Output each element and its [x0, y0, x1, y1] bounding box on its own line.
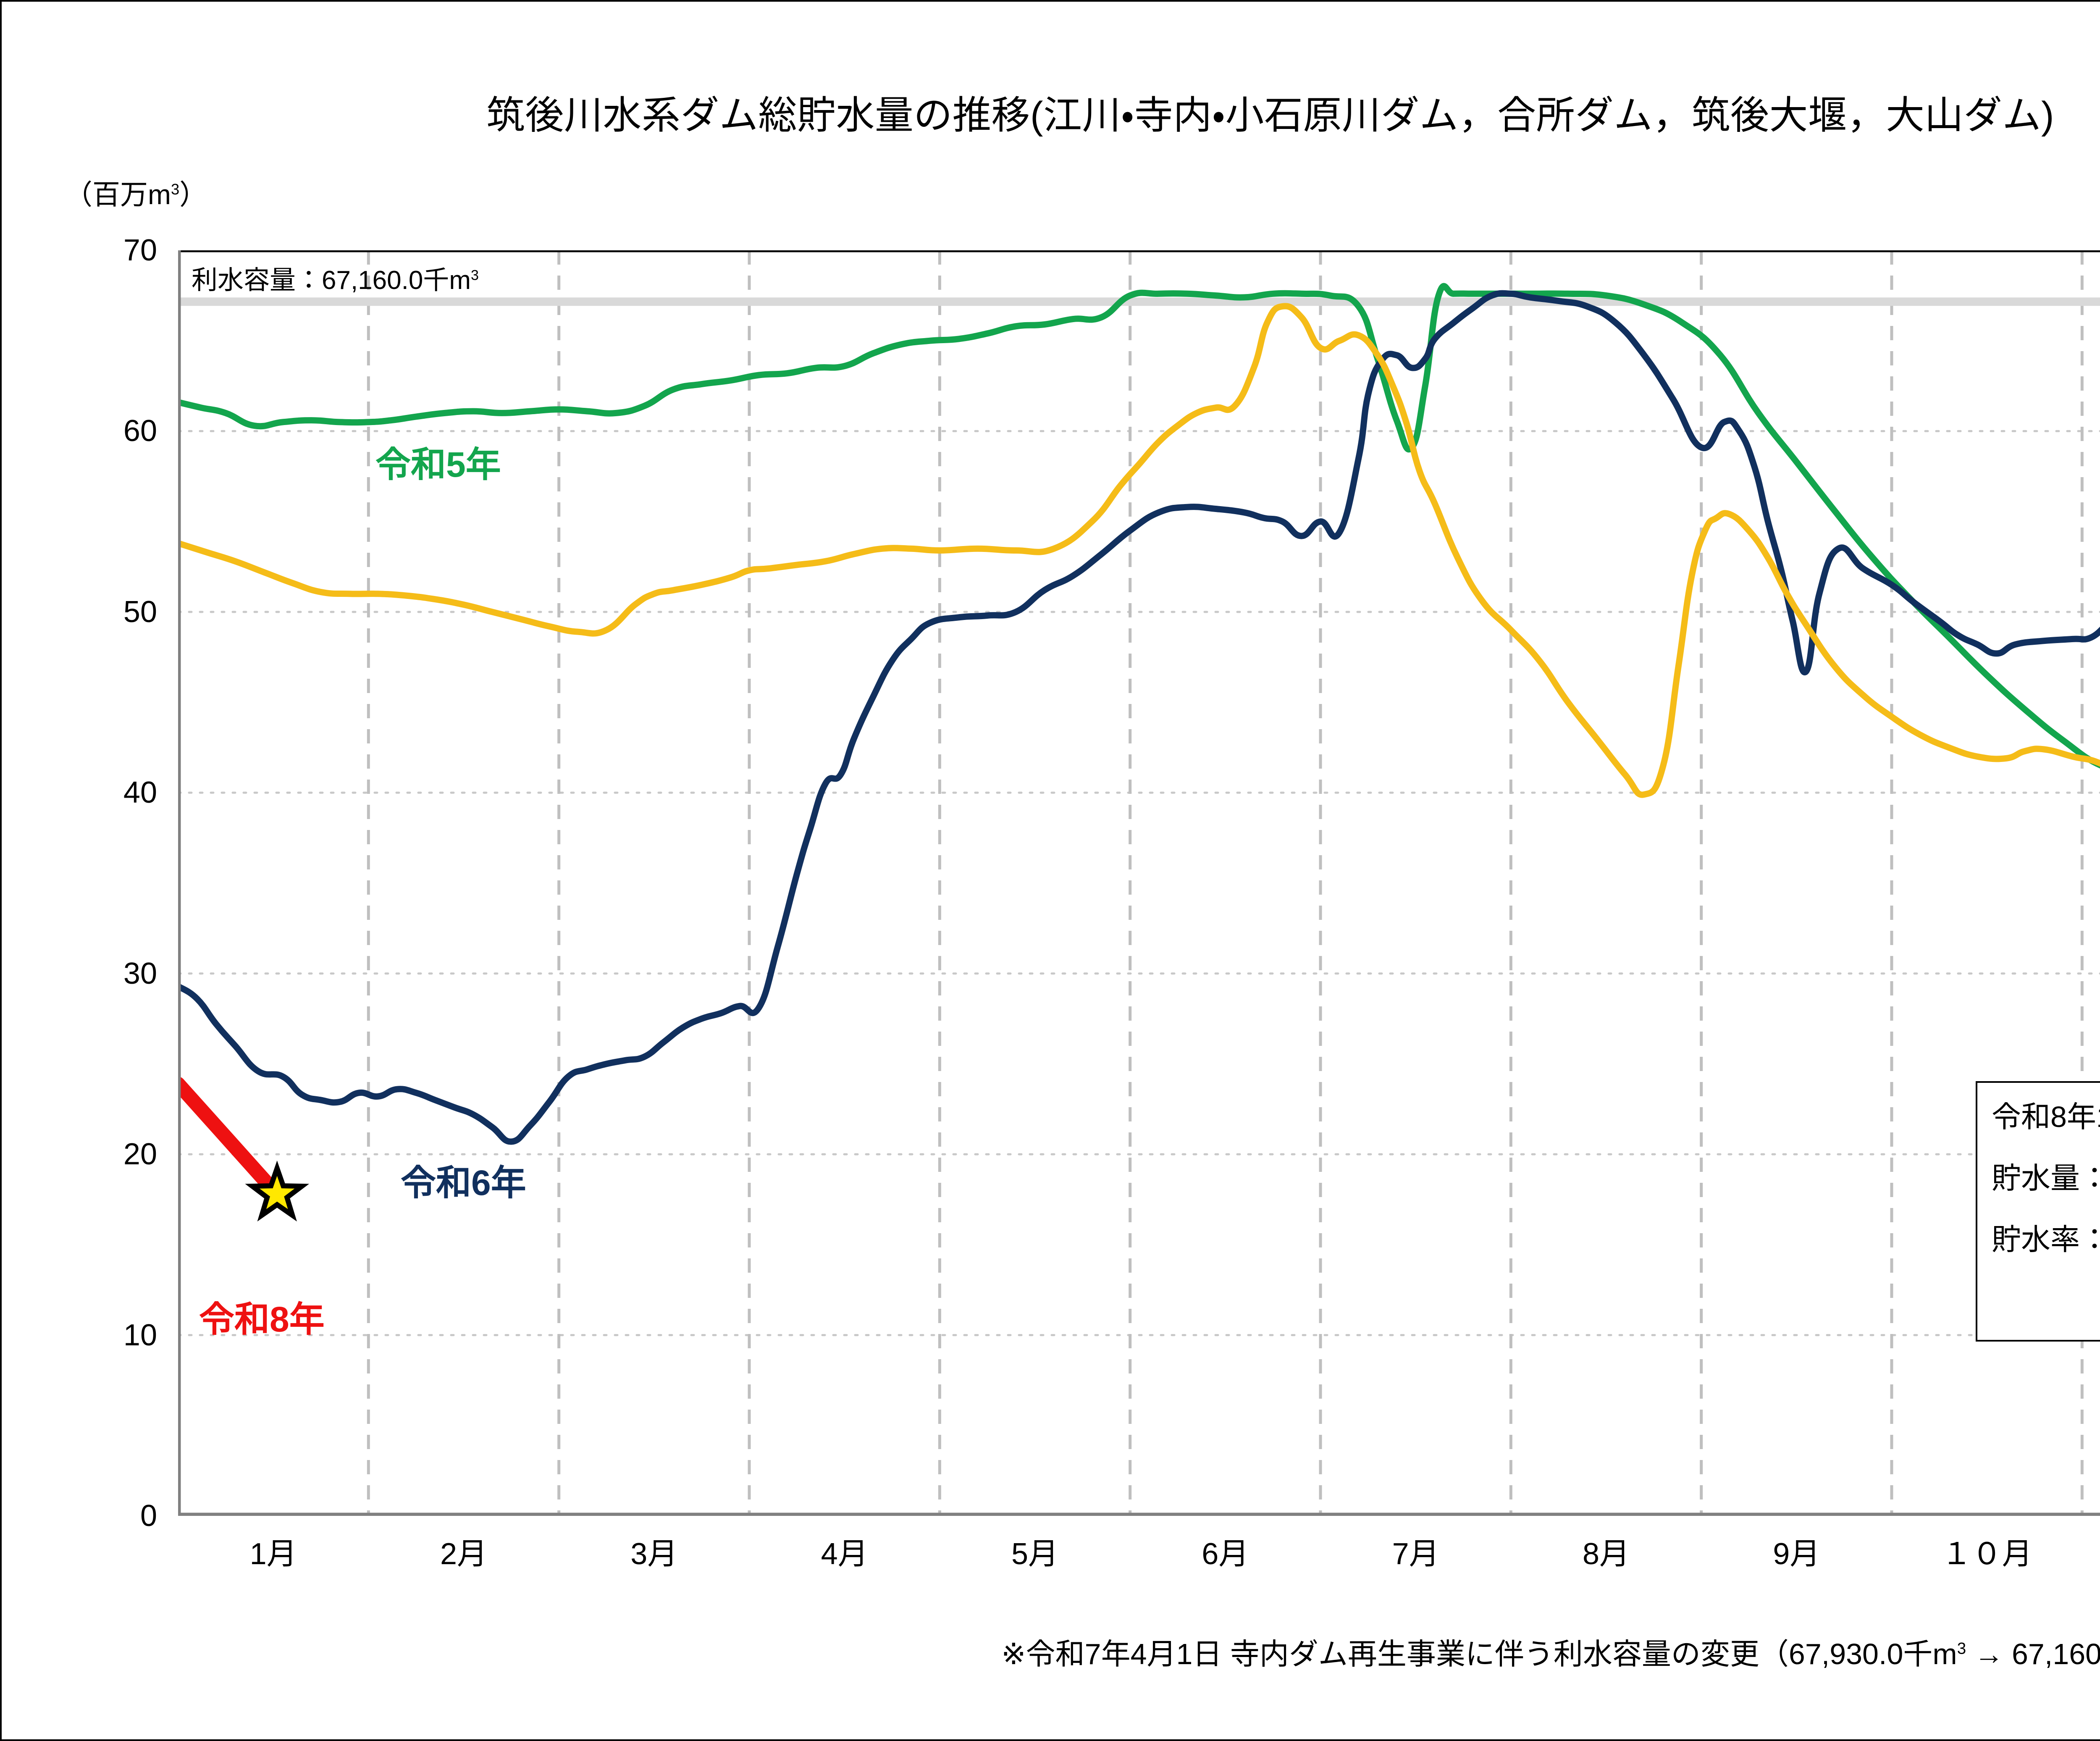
plot-area: [178, 250, 2100, 1516]
series-label-reiwa6: 令和6年: [401, 1163, 526, 1203]
x-tick-9: 9月: [1773, 1537, 1820, 1571]
series-label-reiwa5: 令和5年: [375, 445, 501, 484]
x-tick-7: 7月: [1392, 1537, 1439, 1571]
data-series-group: [178, 283, 2100, 1202]
y-tick-60: 60: [123, 414, 157, 448]
y-tick-30: 30: [123, 956, 157, 990]
y-axis-tick-labels: 70 60 50 40 30 20 10 0: [2, 235, 157, 1531]
y-tick-50: 50: [123, 595, 157, 629]
current-value-marker: [245, 1161, 310, 1222]
y-tick-10: 10: [123, 1318, 157, 1352]
capacity-annotation: 利水容量：67,160.0千m3: [192, 266, 479, 295]
series-line-令和7年: [178, 303, 2100, 798]
x-tick-3: 3月: [630, 1537, 678, 1571]
star-icon: [245, 1161, 310, 1222]
x-axis-tick-labels: 1月2月3月4月5月6月7月8月9月１０月１１月１２月: [178, 1539, 2100, 1589]
page-title: 筑後川水系ダム総貯水量の推移(江川・寺内・小石原川ダム，合所ダム，筑後大堰，大山…: [486, 94, 2055, 137]
y-tick-0: 0: [140, 1499, 157, 1533]
x-tick-2: 2月: [440, 1537, 488, 1571]
series-line-令和5年: [178, 283, 2100, 769]
x-tick-10: １０月: [1941, 1537, 2032, 1571]
plot-frame: [178, 250, 2100, 1516]
x-tick-5: 5月: [1011, 1537, 1059, 1571]
status-storage: 貯水量：17,788.1千m3: [1992, 1162, 2100, 1195]
x-tick-8: 8月: [1582, 1537, 1630, 1571]
x-tick-6: 6月: [1202, 1537, 1249, 1571]
y-tick-70: 70: [123, 234, 157, 267]
footnote-text: ※令和7年4月1日 寺内ダム再生事業に伴う利水容量の変更（67,930.0千m3…: [1001, 1638, 2100, 1670]
x-tick-4: 4月: [821, 1537, 868, 1571]
series-line-令和6年: [178, 290, 2100, 1145]
line-chart-svg: [178, 250, 2100, 1516]
current-status-box: 令和8年1月16日現在 貯水量：17,788.1千m3 貯水率：26.5%: [1976, 1081, 2100, 1342]
x-tick-1: 1月: [249, 1537, 297, 1571]
series-line-令和8年: [178, 1077, 284, 1202]
series-label-reiwa8: 令和8年: [199, 1300, 325, 1339]
y-tick-40: 40: [123, 776, 157, 810]
grid-lines: [178, 250, 2100, 1516]
status-date: 令和8年1月16日現在: [1992, 1100, 2100, 1133]
status-rate: 貯水率：26.5%: [1992, 1223, 2100, 1256]
y-tick-20: 20: [123, 1137, 157, 1171]
y-axis-unit-label: （百万m3）: [65, 179, 207, 210]
